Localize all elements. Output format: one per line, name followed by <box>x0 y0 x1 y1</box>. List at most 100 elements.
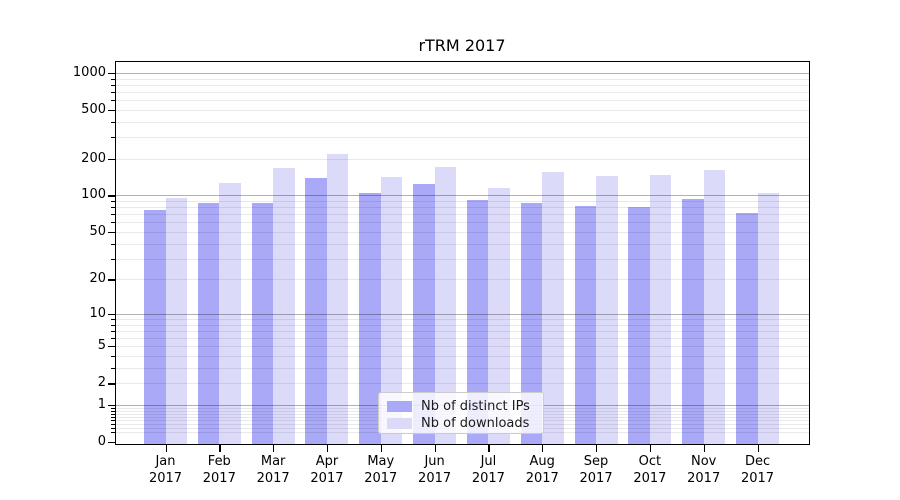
gridline-minor-400 <box>116 121 809 123</box>
gridline-minor-200 <box>116 158 809 160</box>
y-minortick-800 <box>111 84 115 86</box>
bar-downloads-sep <box>596 175 618 445</box>
y-minortick-600 <box>111 100 115 102</box>
gridline-major-100 <box>116 195 809 197</box>
x-tick-apr <box>326 445 329 452</box>
bar-distinct-ips-dec <box>736 212 758 445</box>
x-tick-label-aug: Aug 2017 <box>525 454 559 486</box>
bar-downloads-jan <box>165 197 187 445</box>
legend-label-distinct-ips: Nb of distinct IPs <box>421 399 530 414</box>
y-minortick-2 <box>111 383 115 385</box>
gridline-minor-600 <box>116 100 809 102</box>
bar-downloads-nov <box>703 169 726 445</box>
gridline-minor-20 <box>116 279 809 281</box>
y-tick-label-100: 100 <box>81 187 106 203</box>
gridline-minor-2 <box>116 383 809 385</box>
gridline-minor-60 <box>116 222 809 224</box>
gridline-minor-5 <box>116 346 809 348</box>
y-minortick-4 <box>111 356 115 358</box>
bar-downloads-oct <box>649 175 672 445</box>
bar-distinct-ips-oct <box>628 206 650 445</box>
y-minortick-0.30000000000000004 <box>111 427 115 429</box>
y-minortick-0.9 <box>111 407 115 409</box>
x-tick-sep <box>596 445 598 452</box>
gridline-minor-70 <box>116 214 809 216</box>
gridline-minor-9 <box>116 319 809 320</box>
legend: Nb of distinct IPs Nb of downloads <box>378 392 544 434</box>
bar-distinct-ips-nov <box>682 198 704 445</box>
y-tick-label-20: 20 <box>89 271 106 287</box>
bar-distinct-ips-sep <box>574 205 597 445</box>
bar-downloads-dec <box>757 192 780 445</box>
y-minortick-400 <box>111 121 115 123</box>
bar-distinct-ips-jul <box>466 199 489 445</box>
y-minortick-700 <box>111 91 115 93</box>
gridline-minor-6 <box>116 338 809 340</box>
y-minortick-8 <box>111 324 115 326</box>
gridline-minor-50 <box>116 231 809 233</box>
y-minortick-3 <box>111 367 115 369</box>
y-minortick-0.5 <box>111 420 115 422</box>
x-tick-label-oct: Oct 2017 <box>633 454 667 486</box>
x-tick-may <box>380 445 382 452</box>
y-minortick-0.4 <box>111 424 115 426</box>
y-tick-label-200: 200 <box>81 150 106 166</box>
y-minortick-0.8 <box>111 410 115 412</box>
y-minortick-80 <box>111 207 115 209</box>
legend-label-downloads: Nb of downloads <box>421 416 530 431</box>
chart-title: rTRM 2017 <box>418 36 506 55</box>
y-minortick-6 <box>111 338 115 340</box>
gridline-minor-90 <box>116 201 809 203</box>
y-tick-label-0: 0 <box>97 434 106 449</box>
x-tick-mar <box>273 445 275 452</box>
y-tick-label-5: 5 <box>97 338 106 354</box>
y-tick-0 <box>108 442 115 444</box>
bar-downloads-apr <box>326 154 349 445</box>
bar-distinct-ips-may <box>359 192 381 445</box>
y-minortick-20 <box>111 279 115 281</box>
y-tick-100 <box>108 195 115 197</box>
legend-entry-downloads: Nb of downloads <box>387 415 535 432</box>
gridline-minor-3 <box>116 367 809 369</box>
x-tick-aug <box>542 445 544 452</box>
gridline-minor-800 <box>116 84 809 86</box>
y-minortick-30 <box>111 258 115 260</box>
x-tick-label-dec: Dec 2017 <box>740 454 775 486</box>
y-tick-label-2: 2 <box>97 375 106 391</box>
y-minortick-300 <box>111 137 115 139</box>
bar-downloads-feb <box>219 182 241 445</box>
y-tick-label-500: 500 <box>81 101 106 117</box>
gridline-minor-40 <box>116 243 809 245</box>
x-tick-label-jul: Jul 2017 <box>471 454 505 486</box>
gridline-minor-500 <box>116 109 809 111</box>
bar-distinct-ips-aug <box>520 203 543 445</box>
x-tick-label-sep: Sep 2017 <box>579 454 613 486</box>
x-tick-dec <box>757 445 759 452</box>
x-tick-jul <box>488 445 490 452</box>
y-minortick-0.2 <box>111 432 115 434</box>
y-tick-1000 <box>108 72 115 75</box>
bar-distinct-ips-jun <box>413 183 435 445</box>
gridline-minor-30 <box>116 258 809 260</box>
y-tick-label-1000: 1000 <box>72 64 106 80</box>
legend-swatch-downloads <box>387 418 412 429</box>
gridline-minor-900 <box>116 78 809 80</box>
y-minortick-50 <box>111 231 115 233</box>
x-tick-label-mar: Mar 2017 <box>256 454 290 486</box>
y-minortick-40 <box>111 243 115 245</box>
gridline-major-10 <box>116 313 809 315</box>
y-minortick-900 <box>111 78 115 80</box>
y-minortick-9 <box>111 319 115 320</box>
x-tick-label-feb: Feb 2017 <box>202 454 236 486</box>
y-tick-label-50: 50 <box>89 223 106 239</box>
x-tick-jun <box>434 445 436 452</box>
y-minortick-0.7000000000000001 <box>111 413 115 415</box>
bar-distinct-ips-jan <box>144 209 166 445</box>
x-tick-label-may: May 2017 <box>364 454 398 486</box>
bar-downloads-jun <box>434 166 457 445</box>
y-tick-label-10: 10 <box>89 305 106 321</box>
bar-downloads-mar <box>273 168 295 445</box>
x-tick-feb <box>219 445 221 452</box>
y-tick-10 <box>108 313 115 316</box>
